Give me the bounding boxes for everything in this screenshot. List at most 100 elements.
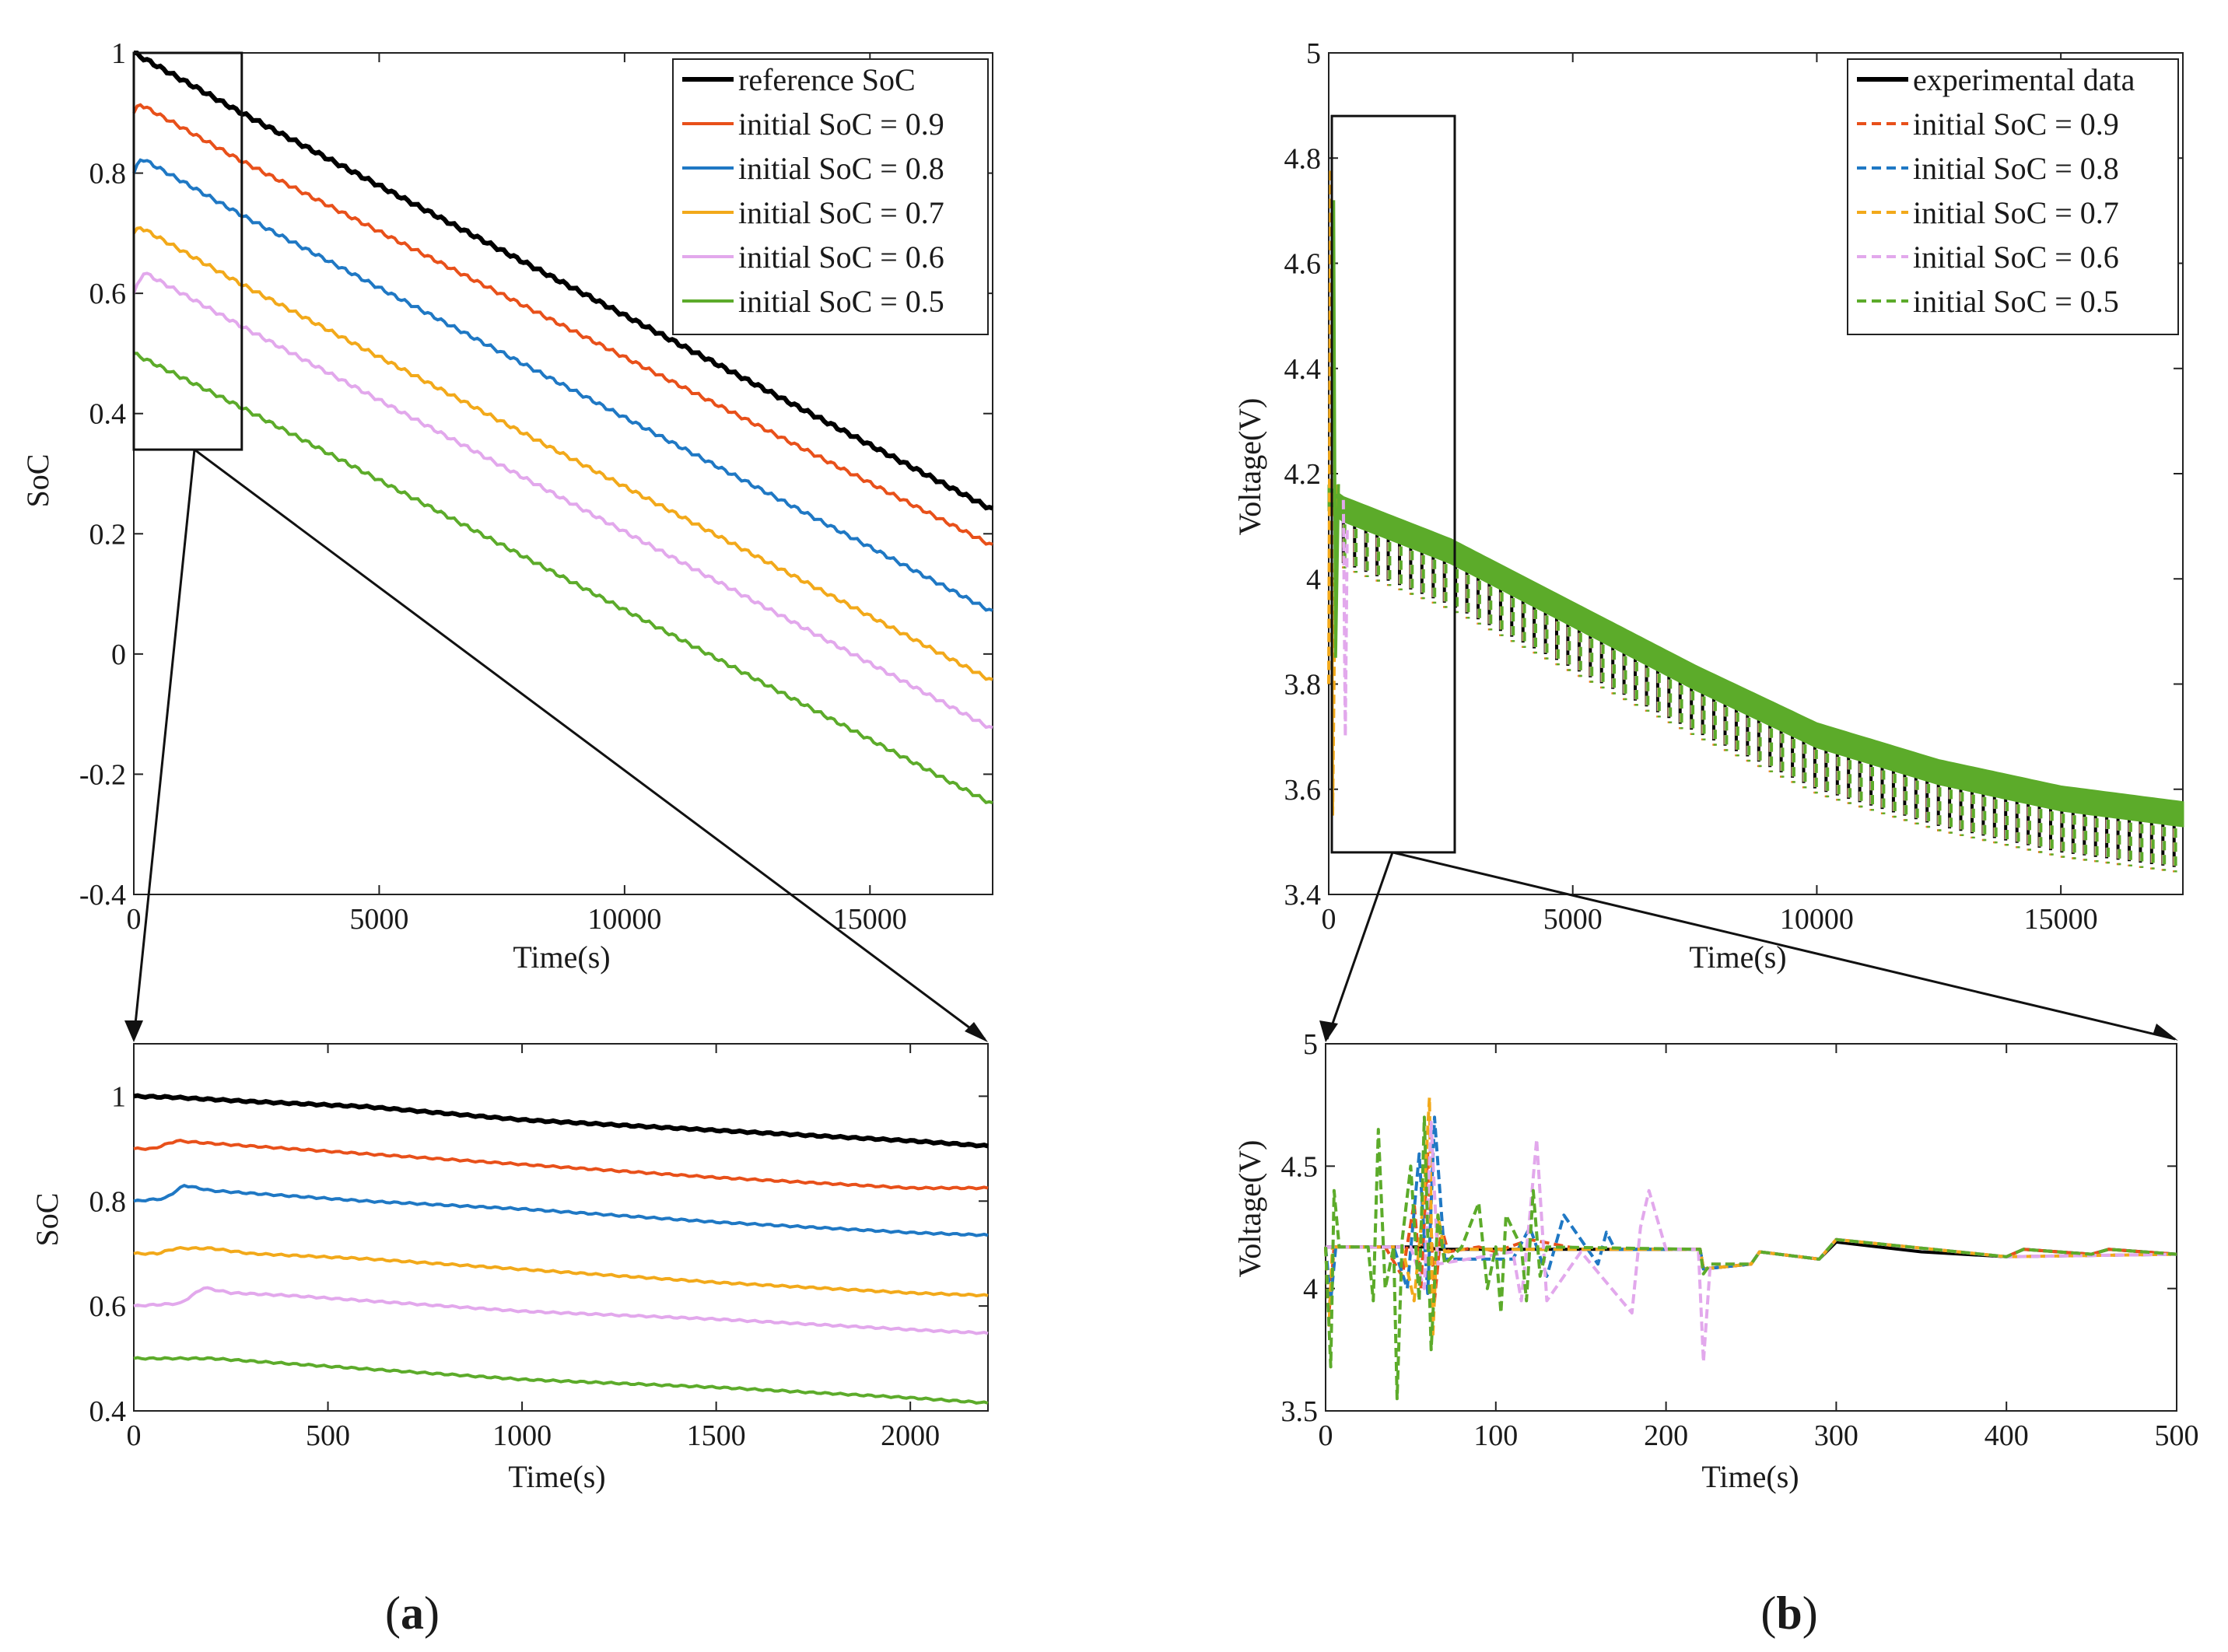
volt-main-zoom-box <box>1330 114 1456 854</box>
volt-zoom-xtick-label: 0 <box>1319 1419 1333 1452</box>
soc-zoom-series-line <box>133 1286 989 1335</box>
soc-main-ylabel: SoC <box>20 454 55 508</box>
volt-main-ytick-label: 4.6 <box>1284 248 1322 281</box>
volt-main-xtick-label: 10000 <box>1780 903 1854 936</box>
soc-zoom-ytick-label: 0.6 <box>89 1290 127 1323</box>
soc-main-ytick-label: -0.4 <box>79 879 126 912</box>
soc-zoom-series-line <box>133 1184 989 1237</box>
panel-a-open: ( <box>385 1587 401 1639</box>
volt-zoom-xtick-label: 100 <box>1473 1419 1518 1452</box>
volt-main-legend-label: initial SoC = 0.7 <box>1913 195 2119 230</box>
volt-main-ytick-label: 3.8 <box>1284 669 1322 702</box>
volt-zoom-ytick-label: 3.5 <box>1281 1395 1319 1428</box>
chart-soc-main: SoC Time(s) 0 5000 10000 15000 -0.4 -0.2 0 0.2 0… <box>20 37 993 1042</box>
soc-zoom-xtick-label: 1500 <box>687 1419 746 1452</box>
volt-main-legend-label: initial SoC = 0.5 <box>1913 284 2119 319</box>
volt-main-xtick-label: 15000 <box>2024 903 2098 936</box>
soc-zoom-ylabel: SoC <box>30 1193 65 1247</box>
chart-volt-zoom: Voltage(V) Time(s) 0 100 200 300 400 500 3.5 4 4… <box>1232 1028 2199 1494</box>
soc-main-ytick-label: 0.6 <box>89 278 127 310</box>
volt-main-spike-green <box>1332 200 1340 658</box>
soc-main-series-line <box>132 271 993 730</box>
volt-arrowhead-right <box>2153 1024 2178 1041</box>
volt-zoom-series-line <box>1324 1115 2177 1401</box>
soc-zoom-series-line <box>133 1245 989 1298</box>
volt-main-xlabel: Time(s) <box>1689 940 1786 975</box>
soc-main-ytick-label: 1 <box>111 37 126 70</box>
volt-main-legend-label: experimental data <box>1913 62 2135 97</box>
panel-a-letter: a <box>401 1587 424 1639</box>
volt-main-ytick-label: 4.2 <box>1284 458 1322 491</box>
volt-main-ytick-label: 3.4 <box>1284 879 1322 912</box>
soc-zoom-xtick-label: 0 <box>127 1419 142 1452</box>
soc-zoom-ytick-label: 1 <box>111 1080 126 1113</box>
soc-zoom-ytick-label: 0.4 <box>89 1395 127 1428</box>
volt-zoom-ytick-label: 5 <box>1303 1028 1318 1061</box>
soc-zoom-series-line <box>133 1139 989 1191</box>
volt-zoom-xlabel: Time(s) <box>1701 1459 1799 1494</box>
volt-main-legend-box <box>1847 58 2179 335</box>
soc-main-legend-label: initial SoC = 0.9 <box>738 107 944 142</box>
soc-main-series-line <box>132 103 993 546</box>
soc-zoom-series-line <box>133 1093 989 1149</box>
soc-zoom-ytick-label: 0.8 <box>89 1185 127 1218</box>
volt-main-spike-pink <box>1341 499 1349 737</box>
volt-main-trend-band <box>1327 484 2184 828</box>
volt-main-spike-orange <box>1327 168 1338 816</box>
volt-main-legend-label: initial SoC = 0.8 <box>1913 151 2119 186</box>
volt-zoom-series-line <box>1326 1120 2177 1364</box>
chart-volt-main: Voltage(V) Time(s) 0 5000 10000 15000 3.4 3.6… <box>1232 37 2184 1042</box>
volt-zoom-series-line <box>1324 1115 2177 1303</box>
panel-a-close: ) <box>424 1587 440 1639</box>
panel-label-a: (a) <box>385 1587 440 1639</box>
soc-main-xtick-label: 0 <box>127 903 142 936</box>
soc-main-legend-label: initial SoC = 0.5 <box>738 284 944 319</box>
soc-zoom-connector-right <box>194 448 986 1041</box>
volt-main-ytick-label: 4.4 <box>1284 353 1322 386</box>
svg-text:(b): (b) <box>1760 1587 1817 1639</box>
soc-zoom-xlabel: Time(s) <box>508 1459 605 1494</box>
volt-zoom-series-line <box>1324 1152 2177 1315</box>
volt-zoom-ytick-label: 4.5 <box>1281 1150 1319 1183</box>
soc-main-ytick-label: 0.4 <box>89 398 127 431</box>
panel-label-b: (b) <box>1760 1587 1817 1639</box>
volt-zoom-connector-right <box>1392 851 2176 1041</box>
soc-main-xtick-label: 5000 <box>349 903 408 936</box>
soc-main-xtick-label: 15000 <box>833 903 907 936</box>
volt-zoom-ytick-label: 4 <box>1303 1273 1318 1306</box>
soc-main-plot-frame <box>133 52 993 895</box>
volt-main-xtick-label: 5000 <box>1543 903 1603 936</box>
soc-main-series-line <box>132 226 993 681</box>
volt-zoom-connector-left <box>1326 852 1394 1040</box>
volt-main-ytick-label: 5 <box>1306 37 1321 70</box>
volt-zoom-ylabel: Voltage(V) <box>1232 1140 1267 1278</box>
volt-zoom-series-line <box>1324 1096 2177 1339</box>
soc-zoom-connector-left <box>132 449 196 1040</box>
volt-main-legend-label: initial SoC = 0.6 <box>1913 240 2119 275</box>
soc-main-ytick-label: 0 <box>111 639 126 671</box>
chart-soc-zoom: SoC Time(s) 0 500 1000 1500 2000 0.4 0.6 0.8 1 <box>30 1043 989 1494</box>
soc-main-series-line <box>133 352 993 805</box>
soc-zoom-xtick-label: 2000 <box>881 1419 940 1452</box>
soc-main-legend-label: initial SoC = 0.7 <box>738 195 944 230</box>
volt-main-xtick-label: 0 <box>1322 903 1336 936</box>
soc-main-series-line <box>132 158 993 612</box>
panel-b-open: ( <box>1760 1587 1776 1639</box>
volt-zoom-xtick-label: 300 <box>1814 1419 1858 1452</box>
volt-zoom-plot-frame <box>1325 1043 2177 1412</box>
soc-main-legend-label: initial SoC = 0.8 <box>738 151 944 186</box>
volt-zoom-xtick-label: 500 <box>2155 1419 2199 1452</box>
soc-arrowhead-right <box>965 1022 988 1042</box>
volt-main-ytick-label: 4 <box>1306 563 1321 596</box>
volt-main-ytick-label: 3.6 <box>1284 774 1322 807</box>
soc-main-series-line <box>133 51 993 511</box>
volt-main-legend-label: initial SoC = 0.9 <box>1913 107 2119 142</box>
soc-zoom-xtick-label: 500 <box>306 1419 350 1452</box>
panel-b-close: ) <box>1802 1587 1818 1639</box>
soc-main-zoom-box <box>132 51 243 451</box>
soc-zoom-series-line <box>133 1356 989 1405</box>
volt-zoom-xtick-label: 200 <box>1644 1419 1688 1452</box>
soc-main-ytick-label: 0.2 <box>89 518 127 551</box>
soc-arrowhead-left <box>124 1020 143 1042</box>
